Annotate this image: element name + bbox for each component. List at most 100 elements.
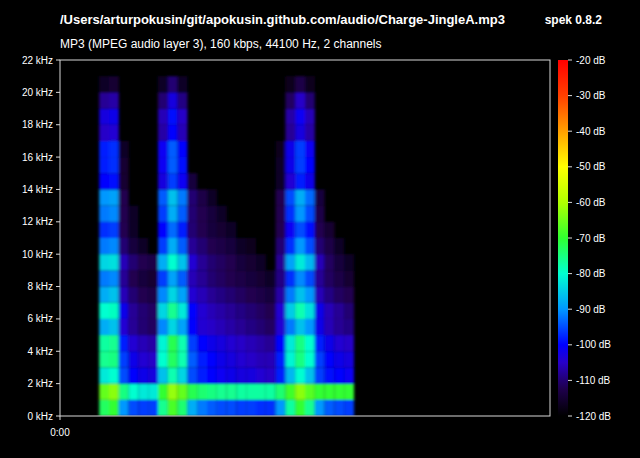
cell — [178, 287, 188, 303]
cell — [256, 384, 266, 400]
cell — [187, 254, 197, 270]
cell — [227, 351, 237, 367]
cell — [138, 367, 148, 383]
y-tick-label: 6 kHz — [27, 313, 53, 324]
cell — [207, 384, 217, 400]
cell — [217, 400, 227, 416]
cell — [227, 238, 237, 254]
y-tick — [56, 286, 60, 287]
cell — [178, 76, 188, 92]
cell — [178, 125, 188, 141]
cell — [276, 270, 286, 286]
colorbar-tick — [568, 202, 572, 203]
cell — [168, 206, 178, 222]
cell — [325, 367, 335, 383]
cell — [266, 270, 276, 286]
colorbar — [558, 60, 568, 416]
cell — [99, 335, 109, 351]
cell — [285, 76, 295, 92]
cell — [197, 303, 207, 319]
cell — [276, 206, 286, 222]
colorbar-tick-label: -20 dB — [576, 55, 606, 66]
cell — [256, 367, 266, 383]
x-tick — [60, 416, 61, 420]
cell — [305, 173, 315, 189]
cell — [295, 319, 305, 335]
cell — [325, 254, 335, 270]
cell — [158, 319, 168, 335]
cell — [334, 319, 344, 335]
cell — [129, 254, 139, 270]
colorbar-tick — [568, 309, 572, 310]
cell — [227, 319, 237, 335]
cell — [305, 303, 315, 319]
cell — [178, 141, 188, 157]
y-tick-label: 12 kHz — [22, 216, 53, 227]
cell — [285, 189, 295, 205]
cell — [187, 351, 197, 367]
cell — [178, 222, 188, 238]
cell — [158, 92, 168, 108]
cell — [285, 141, 295, 157]
cell — [305, 400, 315, 416]
cell — [285, 270, 295, 286]
cell — [109, 270, 119, 286]
cell — [295, 351, 305, 367]
cell — [315, 400, 325, 416]
cell — [236, 270, 246, 286]
cell — [325, 384, 335, 400]
cell — [158, 335, 168, 351]
cell — [158, 270, 168, 286]
cell — [236, 319, 246, 335]
cell — [109, 125, 119, 141]
cell — [178, 189, 188, 205]
cell — [295, 303, 305, 319]
cell — [158, 157, 168, 173]
cell — [285, 335, 295, 351]
cell — [197, 206, 207, 222]
x-tick-label: 0:00 — [50, 427, 70, 438]
cell — [315, 335, 325, 351]
cell — [148, 400, 158, 416]
cell — [119, 206, 129, 222]
cell — [99, 92, 109, 108]
cell — [158, 287, 168, 303]
cell — [197, 222, 207, 238]
cell — [334, 254, 344, 270]
cell — [119, 254, 129, 270]
cell — [99, 287, 109, 303]
cell — [109, 222, 119, 238]
cell — [266, 400, 276, 416]
colorbar-tick — [568, 60, 572, 61]
cell — [99, 76, 109, 92]
cell — [295, 270, 305, 286]
cell — [344, 319, 354, 335]
cell — [148, 319, 158, 335]
cell — [158, 384, 168, 400]
cell — [109, 173, 119, 189]
cell — [109, 335, 119, 351]
cell — [178, 303, 188, 319]
cell — [119, 270, 129, 286]
cell — [295, 92, 305, 108]
cell — [236, 400, 246, 416]
cell — [178, 319, 188, 335]
cell — [276, 189, 286, 205]
cell — [119, 400, 129, 416]
cell — [109, 351, 119, 367]
cell — [305, 335, 315, 351]
cell — [148, 384, 158, 400]
cell — [158, 206, 168, 222]
cell — [295, 189, 305, 205]
cell — [187, 238, 197, 254]
cell — [266, 303, 276, 319]
cell — [334, 287, 344, 303]
cell — [99, 319, 109, 335]
y-tick — [56, 124, 60, 125]
cell — [227, 303, 237, 319]
cell — [109, 189, 119, 205]
cell — [158, 109, 168, 125]
cell — [168, 238, 178, 254]
cell — [315, 367, 325, 383]
y-tick — [56, 254, 60, 255]
